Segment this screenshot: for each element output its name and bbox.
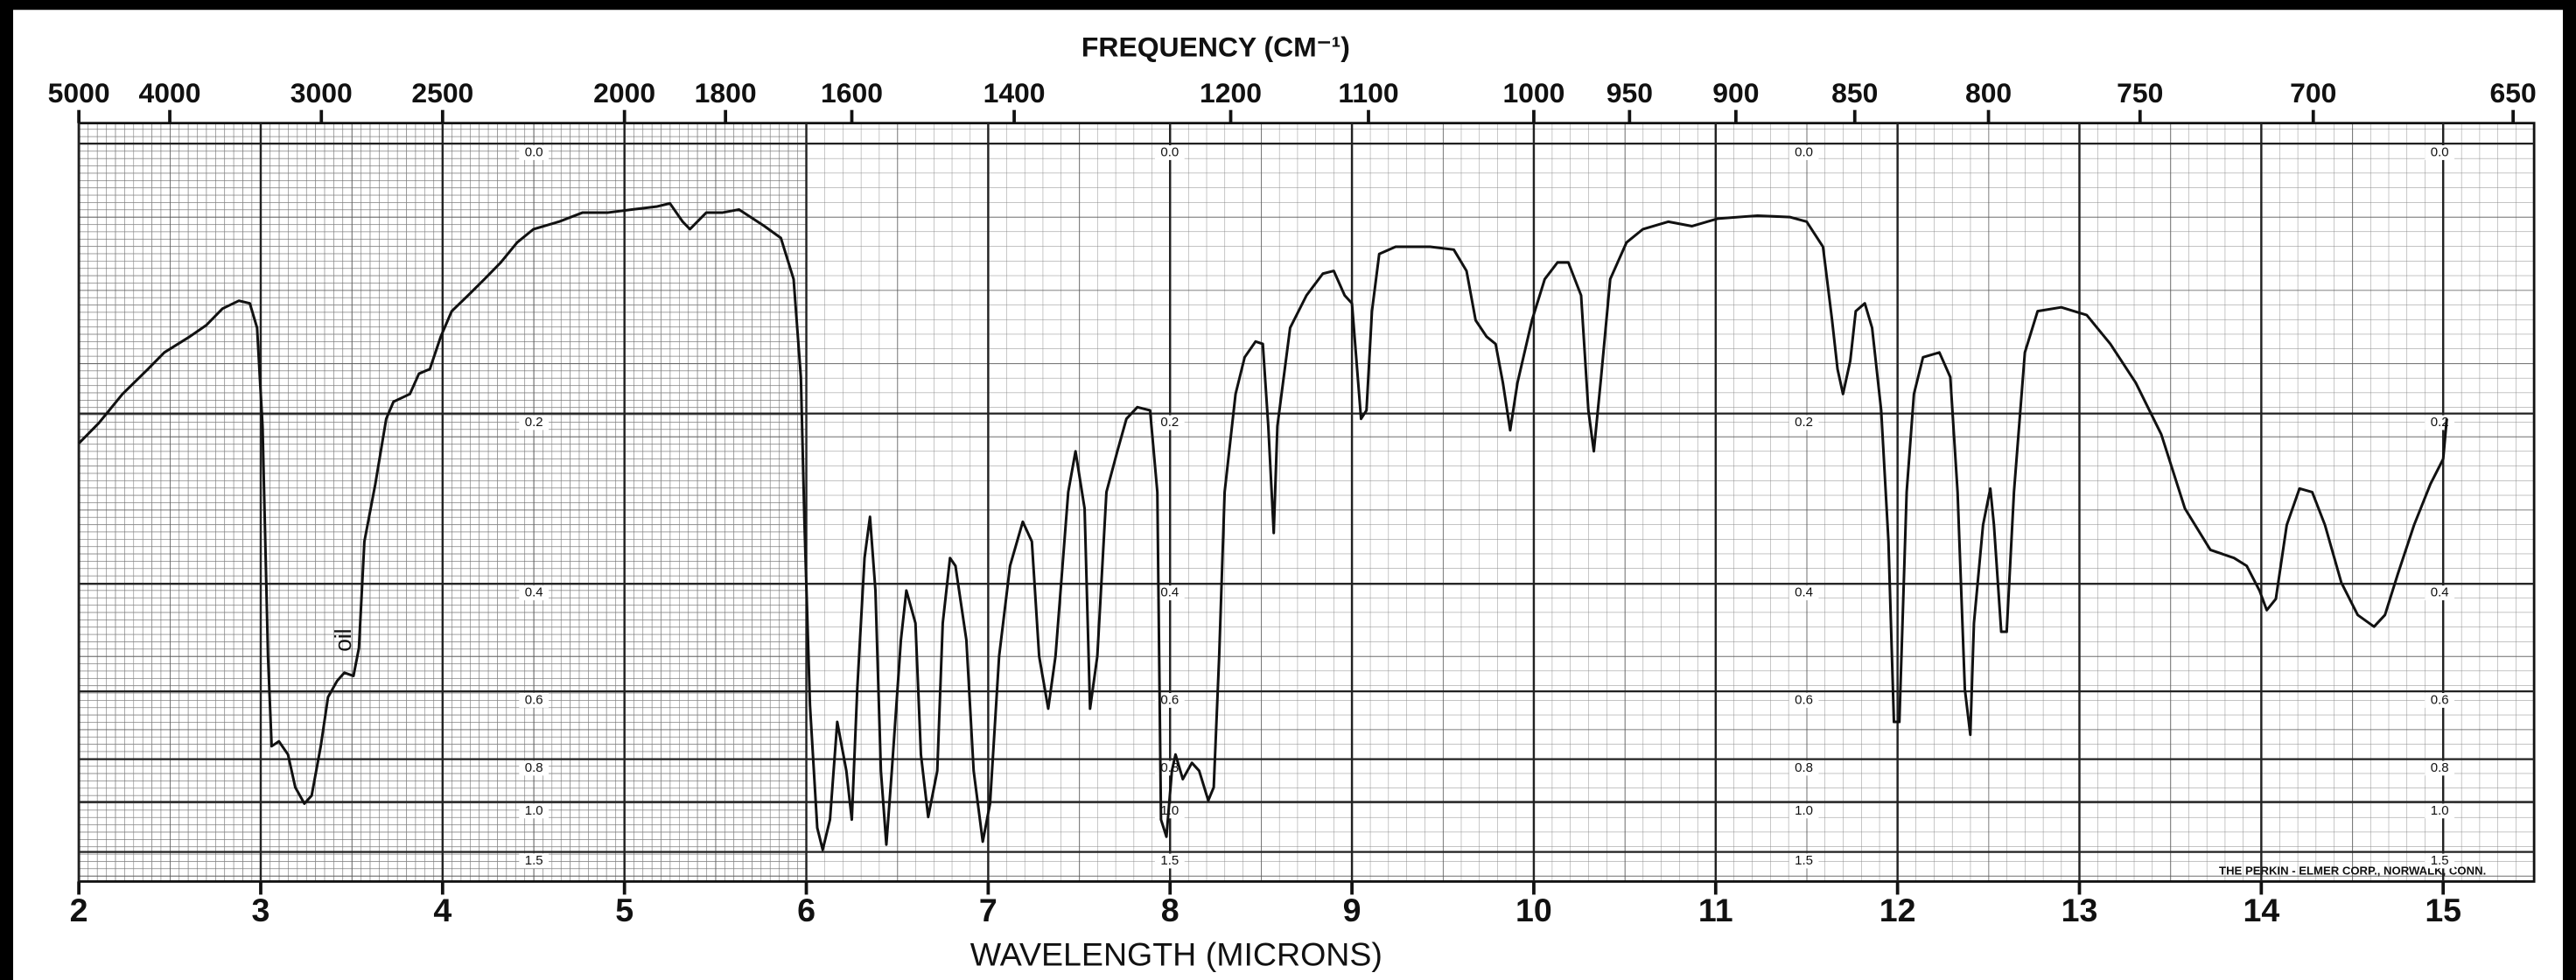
y-tick-label: 1.5 [1795, 853, 1813, 868]
y-tick-label-bg [519, 760, 550, 776]
x-tick-label: 3 [252, 892, 270, 928]
y-tick-label-bg [1154, 853, 1185, 869]
y-tick-label: 1.0 [2431, 803, 2449, 818]
y-tick-label: 1.5 [2431, 853, 2449, 868]
y-tick-label: 1.5 [1160, 853, 1179, 868]
y-tick-label-bg [1788, 760, 1819, 776]
y-tick-label-bg [1788, 853, 1819, 869]
top-tick-label: 1400 [984, 77, 1046, 108]
y-tick-label-bg [519, 585, 550, 601]
y-tick-label: 0.8 [1160, 760, 1179, 775]
y-tick-label: 0.0 [1160, 144, 1179, 159]
y-tick-label-bg [1154, 415, 1185, 430]
y-tick-label-bg [519, 853, 550, 869]
x-tick-label: 11 [1698, 892, 1733, 928]
y-tick-label: 0.4 [525, 585, 543, 600]
x-tick-label: 2 [70, 892, 88, 928]
spectrum-line [78, 201, 2448, 851]
x-tick-label: 12 [1880, 892, 1916, 928]
annotation: THE PERKIN - ELMER CORP., NORWALK, CONN. [2219, 864, 2486, 878]
top-tick-label: 1100 [1338, 77, 1398, 108]
y-tick-label: 0.2 [525, 415, 543, 430]
top-tick-label: 3000 [290, 77, 353, 108]
top-tick-label: 750 [2117, 77, 2163, 108]
y-tick-label: 1.0 [525, 803, 543, 818]
y-tick-label: 0.2 [2431, 415, 2449, 430]
top-tick-label: 1800 [695, 77, 757, 108]
top-tick-label: 700 [2290, 77, 2336, 108]
y-tick-label: 1.0 [1795, 803, 1813, 818]
y-tick-label: 0.6 [2431, 692, 2449, 707]
y-tick-label-bg [2425, 760, 2455, 776]
y-tick-label-bg [519, 145, 550, 160]
x-tick-label: 8 [1161, 892, 1180, 928]
fine-grid [79, 122, 2535, 882]
y-tick-label: 0.8 [2431, 760, 2449, 775]
x-axis-title: WAVELENGTH (MICRONS) [970, 936, 1382, 973]
y-tick-label: 0.0 [525, 144, 543, 159]
top-tick-label: 5000 [48, 77, 110, 108]
annotation: oil [330, 629, 356, 652]
top-tick-label: 900 [1712, 77, 1759, 108]
y-tick-label-bg [1788, 803, 1819, 819]
y-tick-label-bg [1788, 585, 1819, 601]
y-tick-label-bg [519, 415, 550, 430]
y-tick-label: 0.6 [1795, 692, 1813, 707]
y-tick-label-bg [1788, 145, 1819, 160]
y-tick-label: 0.0 [2431, 144, 2449, 159]
y-tick-label: 0.6 [525, 692, 543, 707]
top-tick-label: 1200 [1200, 77, 1262, 108]
top-tick-label: 1600 [821, 77, 883, 108]
top-axis-title: FREQUENCY (CM⁻¹) [1082, 32, 1350, 63]
y-tick-label: 0.6 [1160, 692, 1179, 707]
y-tick-label: 0.2 [1795, 415, 1813, 430]
y-tick-label: 0.8 [1795, 760, 1813, 775]
x-tick-label: 6 [797, 892, 816, 928]
y-tick-label-bg [2425, 692, 2455, 708]
x-tick-label: 15 [2425, 892, 2461, 928]
y-tick-label: 0.4 [2431, 585, 2449, 600]
top-tick-label: 2000 [593, 77, 655, 108]
x-tick-label: 4 [433, 892, 452, 928]
y-tick-label-bg [2425, 145, 2455, 160]
x-tick-label: 9 [1343, 892, 1362, 928]
top-tick-label: 4000 [139, 77, 201, 108]
top-tick-label: 650 [2490, 77, 2537, 108]
top-tick-label: 800 [1965, 77, 2012, 108]
y-tick-label-bg [2425, 853, 2455, 869]
y-tick-label-bg [1154, 145, 1185, 160]
y-tick-label: 0.4 [1160, 585, 1179, 600]
y-tick-label: 0.0 [1795, 144, 1813, 159]
y-tick-label: 1.5 [525, 853, 543, 868]
y-tick-label: 0.8 [525, 760, 543, 775]
y-tick-label-bg [2425, 585, 2455, 601]
top-tick-label: 950 [1606, 77, 1653, 108]
y-tick-label-bg [2425, 803, 2455, 819]
x-tick-label: 10 [1516, 892, 1552, 928]
y-tick-label-bg [1154, 760, 1185, 776]
x-tick-label: 14 [2243, 892, 2279, 928]
top-tick-label: 1000 [1502, 77, 1564, 108]
x-tick-label: 7 [979, 892, 998, 928]
x-tick-label: 5 [615, 892, 634, 928]
y-tick-label-bg [1154, 585, 1185, 601]
top-tick-label: 2500 [411, 77, 473, 108]
y-tick-label-bg [519, 692, 550, 708]
y-tick-label-bg [519, 803, 550, 819]
y-tick-label-bg [1154, 692, 1185, 708]
y-tick-label: 0.4 [1795, 585, 1813, 600]
y-tick-label-bg [1788, 692, 1819, 708]
x-tick-label: 13 [2062, 892, 2098, 928]
top-tick-label: 850 [1831, 77, 1878, 108]
y-tick-label: 0.2 [1160, 415, 1179, 430]
y-tick-label-bg [1788, 415, 1819, 430]
